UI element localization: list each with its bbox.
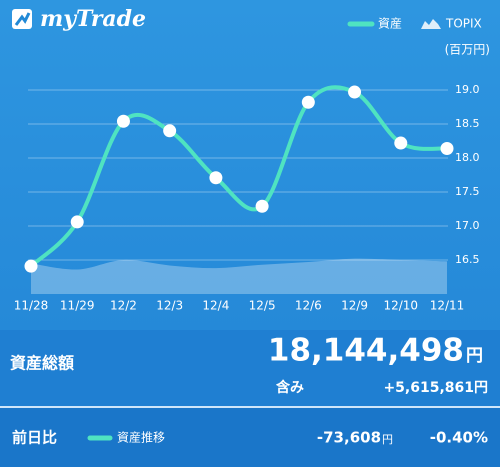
footer-legend: 資産推移 bbox=[117, 430, 165, 445]
chart-background bbox=[0, 0, 500, 330]
y-tick-label: 17.5 bbox=[455, 185, 480, 198]
asset-point bbox=[301, 95, 315, 109]
logo-text: myTrade bbox=[40, 6, 146, 32]
asset-point bbox=[348, 85, 362, 99]
x-tick-label: 12/10 bbox=[383, 299, 418, 313]
x-tick-label: 12/9 bbox=[341, 299, 368, 313]
legend-area-icon bbox=[421, 19, 441, 29]
total-value: 18,144,498 bbox=[268, 333, 464, 369]
legend-label: 資産 bbox=[378, 16, 402, 31]
y-tick-label: 18.5 bbox=[455, 117, 480, 130]
summary-background bbox=[0, 330, 500, 407]
asset-point bbox=[70, 215, 84, 229]
change-unit: 円 bbox=[382, 433, 393, 446]
gain-value: +5,615,861円 bbox=[383, 380, 488, 396]
x-tick-label: 12/4 bbox=[202, 299, 229, 313]
x-tick-label: 12/3 bbox=[156, 299, 183, 313]
total-unit: 円 bbox=[466, 346, 483, 366]
asset-point bbox=[255, 199, 269, 213]
plot: 19.0 18.5 18.0 17.5 17.0 16.5 11/28 11/29 12/2 12… bbox=[14, 83, 480, 313]
change-value: -73,608 bbox=[317, 429, 381, 447]
asset-point bbox=[116, 114, 130, 128]
logo-icon-mark bbox=[14, 12, 31, 26]
x-tick-label: 11/29 bbox=[60, 299, 95, 313]
topix-area bbox=[31, 258, 447, 294]
legend-label: TOPIX bbox=[445, 17, 482, 31]
asset-point bbox=[440, 141, 454, 155]
x-tick-label: 12/2 bbox=[110, 299, 137, 313]
asset-point bbox=[209, 171, 223, 185]
total-label: 資産総額 bbox=[10, 354, 74, 373]
x-tick-label: 11/28 bbox=[14, 299, 49, 313]
gain-label: 含み bbox=[276, 379, 304, 396]
y-tick-label: 18.0 bbox=[455, 151, 480, 164]
x-tick-label: 12/11 bbox=[430, 299, 465, 313]
asset-point bbox=[394, 136, 408, 150]
asset-point bbox=[24, 259, 38, 273]
x-tick-label: 12/6 bbox=[295, 299, 322, 313]
logo: myTrade bbox=[12, 6, 146, 32]
asset-line bbox=[29, 85, 448, 268]
y-tick-label: 19.0 bbox=[455, 83, 480, 96]
asset-point bbox=[163, 124, 177, 138]
x-tick-label: 12/5 bbox=[249, 299, 276, 313]
footer-background bbox=[0, 407, 500, 467]
footer-label: 前日比 bbox=[12, 429, 57, 447]
y-tick-label: 17.0 bbox=[455, 219, 480, 232]
unit-label: (百万円) bbox=[445, 43, 490, 57]
change-pct: -0.40% bbox=[430, 429, 488, 447]
y-tick-label: 16.5 bbox=[455, 253, 480, 266]
